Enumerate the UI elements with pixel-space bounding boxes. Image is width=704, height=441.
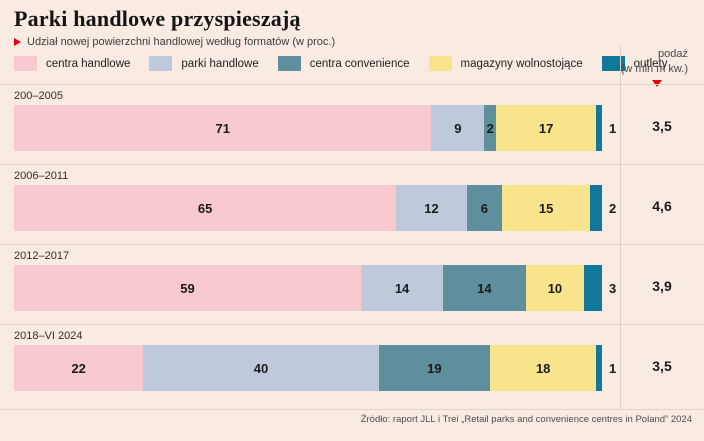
bar-segment-parki-handlowe: 12 (396, 185, 467, 231)
bar-segment-centra-convenience: 6 (466, 185, 502, 231)
legend-item-outlety: outlety (601, 56, 668, 71)
segment-value: 22 (71, 360, 86, 376)
stacked-bar: 59 14 14 10 (14, 265, 602, 311)
bar-segment-magazyny-wolnostoj-ce: 15 (502, 185, 591, 231)
bar-segment-outlety (596, 105, 602, 151)
legend-swatch-outlety (601, 56, 625, 71)
stacked-bar: 22 40 19 18 (14, 345, 602, 391)
bar-segment-centra-handlowe: 65 (14, 185, 397, 231)
bar-segment-centra-convenience: 14 (443, 265, 526, 311)
bar-segment-centra-handlowe: 59 (14, 265, 361, 311)
red-arrow-down-icon (652, 80, 662, 87)
chart-row-2006-2011: 2006–2011 65 12 6 15 2 4,6 (0, 164, 704, 245)
segment-value: 59 (180, 280, 195, 296)
segment-value: 15 (538, 200, 554, 216)
legend-item-magazyny-wolnostoj-ce: magazyny wolnostojące (428, 56, 583, 71)
bar-segment-parki-handlowe: 9 (431, 105, 485, 151)
bar-segment-outlety (584, 265, 602, 311)
bar-segment-centra-convenience: 2 (484, 105, 497, 151)
legend-item-centra-handlowe: centra handlowe (14, 56, 130, 71)
legend-label: centra convenience (309, 57, 410, 70)
bar-segment-centra-handlowe: 71 (14, 105, 432, 151)
row-bar: 65 12 6 15 2 (14, 185, 616, 231)
red-arrow-right-icon (14, 38, 21, 46)
segment-value: 9 (454, 120, 462, 136)
stacked-bar: 65 12 6 15 (14, 185, 602, 231)
legend-label: magazyny wolnostojące (460, 57, 583, 70)
segment-value-outside: 3 (609, 280, 617, 296)
legend-item-centra-convenience: centra convenience (277, 56, 410, 71)
segment-value-outside: 1 (609, 120, 617, 136)
legend-label: centra handlowe (46, 57, 131, 70)
legend-item-parki-handlowe: parki handlowe (149, 56, 259, 71)
bar-segment-outlety (590, 185, 602, 231)
segment-value: 65 (197, 200, 213, 216)
supply-value: 3,5 (652, 118, 672, 134)
supply-header-line2: (w mln m kw.) (620, 63, 688, 75)
segment-value: 71 (215, 120, 230, 136)
row-period-label: 200–2005 (14, 90, 63, 102)
bar-segment-centra-handlowe: 22 (14, 345, 144, 391)
legend-swatch-centra-convenience (277, 56, 301, 71)
row-bar: 71 9 2 17 1 (14, 105, 616, 151)
legend: centra handlowe parki handlowe centra conv… (14, 56, 667, 71)
supply-value: 3,9 (652, 278, 672, 294)
row-period-label: 2018–VI 2024 (14, 330, 83, 342)
segment-value: 18 (535, 360, 551, 376)
row-period-label: 2012–2017 (14, 250, 70, 262)
legend-swatch-centra-handlowe (14, 56, 37, 71)
bar-segment-magazyny-wolnostoj-ce: 10 (525, 265, 585, 311)
stacked-bar: 71 9 2 17 (14, 105, 602, 151)
bar-segment-magazyny-wolnostoj-ce: 17 (496, 105, 597, 151)
source-note: Źródło: raport JLL i Trei „Retail parks … (360, 414, 692, 425)
segment-value: 14 (477, 280, 492, 296)
row-bar: 22 40 19 18 1 (14, 345, 616, 391)
segment-value-outside: 2 (609, 200, 617, 216)
bar-segment-magazyny-wolnostoj-ce: 18 (490, 345, 597, 391)
column-divider (620, 46, 621, 409)
row-period-label: 2006–2011 (14, 170, 69, 182)
segment-value: 40 (253, 360, 269, 376)
segment-value: 17 (538, 120, 554, 136)
legend-label: outlety (633, 57, 668, 70)
supply-column-header: podaż (w mln m kw.) (620, 47, 688, 77)
segment-value: 10 (547, 280, 563, 296)
bar-segment-centra-convenience: 19 (378, 345, 491, 391)
segment-value: 2 (486, 120, 494, 136)
bottom-rule (0, 409, 704, 410)
segment-value: 19 (427, 360, 442, 376)
subtitle-text: Udział nowej powierzchni handlowej wedłu… (27, 36, 336, 48)
supply-header-line1: podaż (658, 48, 688, 60)
page-title: Parki handlowe przyspieszają (14, 6, 301, 31)
bar-segment-parki-handlowe: 40 (143, 345, 379, 391)
segment-value: 12 (424, 200, 439, 216)
subtitle: Udział nowej powierzchni handlowej wedłu… (14, 36, 335, 48)
segment-value: 6 (480, 200, 488, 216)
bar-segment-parki-handlowe: 14 (360, 265, 444, 311)
row-bar: 59 14 14 10 3 (14, 265, 616, 311)
supply-value: 3,5 (652, 358, 672, 374)
segment-value: 14 (394, 280, 410, 296)
legend-swatch-magazyny-wolnostoj-ce (428, 56, 452, 71)
chart-row-200-2005: 200–2005 71 9 2 17 1 3,5 (0, 84, 704, 165)
chart-row-2018-vi-2024: 2018–VI 2024 22 40 19 18 1 3,5 (0, 324, 704, 405)
legend-swatch-parki-handlowe (149, 56, 173, 71)
bar-segment-outlety (596, 345, 602, 391)
legend-label: parki handlowe (181, 57, 259, 70)
supply-value: 4,6 (652, 198, 672, 214)
chart-row-2012-2017: 2012–2017 59 14 14 10 3 3,9 (0, 244, 704, 325)
segment-value-outside: 1 (609, 360, 617, 376)
